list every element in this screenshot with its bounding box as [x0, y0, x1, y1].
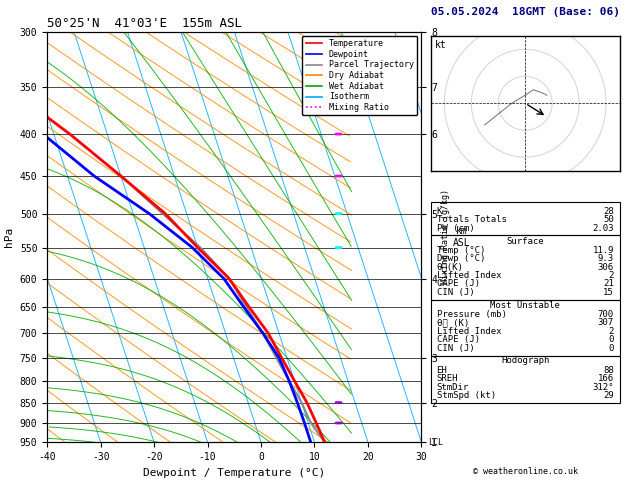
Text: Totals Totals: Totals Totals [437, 215, 506, 225]
Text: 11.9: 11.9 [593, 246, 614, 255]
Text: PW (cm): PW (cm) [437, 224, 474, 233]
Text: EH: EH [437, 366, 447, 375]
Text: 05.05.2024  18GMT (Base: 06): 05.05.2024 18GMT (Base: 06) [431, 7, 620, 17]
Text: 29: 29 [603, 391, 614, 400]
Text: Temp (°C): Temp (°C) [437, 246, 485, 255]
Text: 307: 307 [598, 318, 614, 328]
Text: 700: 700 [598, 310, 614, 319]
Text: CIN (J): CIN (J) [437, 288, 474, 297]
Text: kt: kt [435, 40, 447, 50]
Bar [431, 356, 620, 403]
Text: θᴇ (K): θᴇ (K) [437, 318, 469, 328]
Text: 2: 2 [608, 271, 614, 280]
Text: CIN (J): CIN (J) [437, 344, 474, 353]
Y-axis label: hPa: hPa [4, 227, 14, 247]
Text: 50°25'N  41°03'E  155m ASL: 50°25'N 41°03'E 155m ASL [47, 17, 242, 31]
Text: 312°: 312° [593, 383, 614, 392]
Text: StmDir: StmDir [437, 383, 469, 392]
Y-axis label: km
ASL: km ASL [454, 226, 471, 248]
Text: CAPE (J): CAPE (J) [437, 279, 479, 288]
Text: K: K [437, 207, 442, 216]
Text: Pressure (mb): Pressure (mb) [437, 310, 506, 319]
Text: LCL: LCL [428, 438, 443, 447]
Legend: Temperature, Dewpoint, Parcel Trajectory, Dry Adiabat, Wet Adiabat, Isotherm, Mi: Temperature, Dewpoint, Parcel Trajectory… [303, 36, 417, 115]
Text: 306: 306 [598, 262, 614, 272]
Text: θᴇ(K): θᴇ(K) [437, 262, 464, 272]
Bar [431, 202, 620, 235]
Text: Hodograph: Hodograph [501, 356, 549, 365]
Text: Lifted Index: Lifted Index [437, 327, 501, 336]
Text: 15: 15 [603, 288, 614, 297]
Text: 9.3: 9.3 [598, 254, 614, 263]
Text: 0: 0 [608, 335, 614, 344]
Text: Surface: Surface [506, 237, 544, 246]
Text: 28: 28 [603, 207, 614, 216]
Text: StmSpd (kt): StmSpd (kt) [437, 391, 496, 400]
Text: 21: 21 [603, 279, 614, 288]
Text: Lifted Index: Lifted Index [437, 271, 501, 280]
Text: 166: 166 [598, 374, 614, 383]
Text: 2: 2 [608, 327, 614, 336]
Text: 88: 88 [603, 366, 614, 375]
Text: SREH: SREH [437, 374, 458, 383]
Text: 0: 0 [608, 344, 614, 353]
Bar [431, 235, 620, 300]
X-axis label: Dewpoint / Temperature (°C): Dewpoint / Temperature (°C) [143, 468, 325, 478]
Text: © weatheronline.co.uk: © weatheronline.co.uk [473, 467, 577, 475]
Text: Mixing Ratio (g/kg): Mixing Ratio (g/kg) [442, 190, 450, 284]
Text: CAPE (J): CAPE (J) [437, 335, 479, 344]
Text: Most Unstable: Most Unstable [490, 301, 560, 310]
Bar [431, 300, 620, 356]
Text: 2.03: 2.03 [593, 224, 614, 233]
Text: Dewp (°C): Dewp (°C) [437, 254, 485, 263]
Text: 50: 50 [603, 215, 614, 225]
